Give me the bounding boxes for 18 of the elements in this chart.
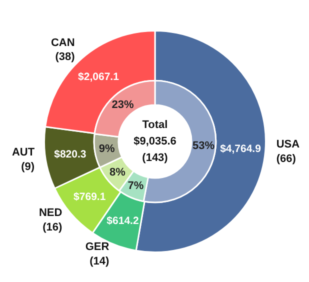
text: $9,035.6 bbox=[134, 136, 176, 148]
data-label: $2,067.1 bbox=[78, 71, 120, 84]
slice-label: USA (66) bbox=[276, 138, 300, 166]
data-label: 9% bbox=[98, 143, 116, 156]
slice-label: GER (14) bbox=[85, 241, 110, 268]
data-label: 7% bbox=[128, 180, 144, 192]
data-label: 23% bbox=[112, 99, 134, 112]
slice-label: CAN (38) bbox=[50, 36, 76, 64]
data-label: 53% bbox=[192, 140, 215, 152]
text: Total bbox=[142, 118, 168, 131]
text: (143) bbox=[142, 152, 168, 164]
slice-label: AUT (9) bbox=[12, 146, 35, 174]
data-label: 8% bbox=[110, 166, 126, 179]
data-label: $4,764.9 bbox=[220, 142, 262, 155]
data-label: $614.2 bbox=[106, 214, 139, 227]
data-label: $769.1 bbox=[74, 190, 106, 203]
data-label: $820.3 bbox=[54, 148, 86, 160]
slice-label: NED (16) bbox=[38, 207, 63, 234]
